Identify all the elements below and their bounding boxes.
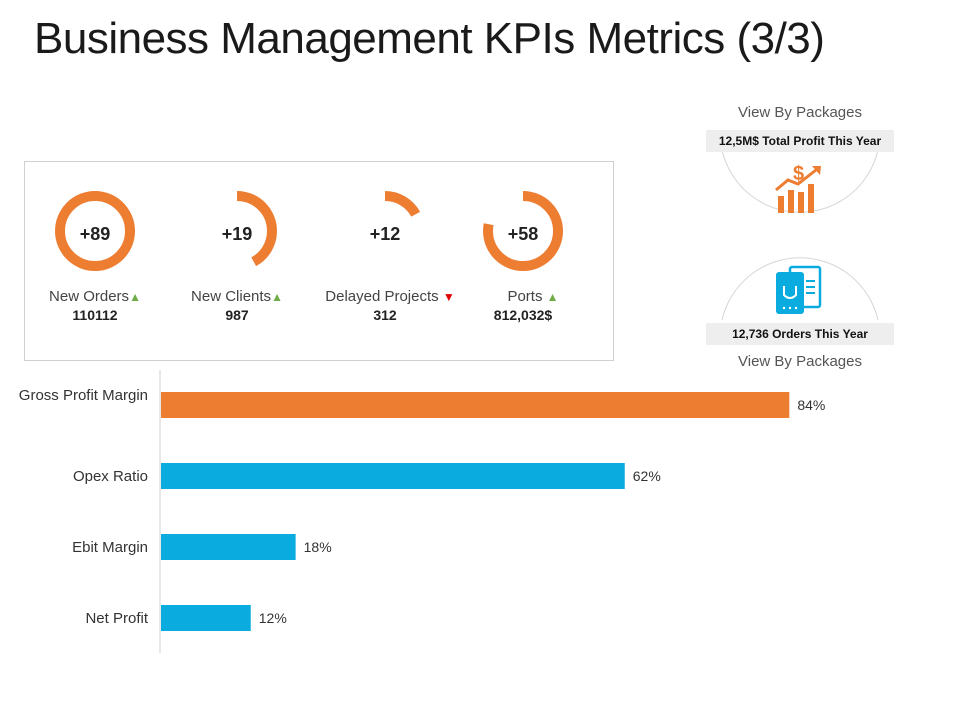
page-title: Business Management KPIs Metrics (3/3) xyxy=(34,14,825,63)
kpi-new-orders: +89 New Orders▲ 110112 xyxy=(25,186,175,336)
svg-text:$: $ xyxy=(793,163,804,185)
bar-opex-ratio xyxy=(161,463,625,489)
bar-chart: Gross Profit Margin Opex Ratio Ebit Marg… xyxy=(0,365,960,665)
view-by-packages-top: View By Packages xyxy=(738,104,862,121)
kpi-number: +58 xyxy=(507,224,539,244)
kpi-panel: +89 New Orders▲ 110112 +19 New Clients▲ … xyxy=(24,161,614,361)
kpi-ring xyxy=(197,191,277,271)
data-label: 12% xyxy=(259,610,287,626)
kpi-label: New Clients▲ xyxy=(191,288,283,305)
bar-gross-profit-margin xyxy=(161,392,790,418)
trend-up-icon: ▲ xyxy=(129,290,141,304)
kpi-value: 110112 xyxy=(72,307,118,323)
kpi-ring xyxy=(345,191,425,271)
data-label: 62% xyxy=(633,468,661,484)
kpi-number: +89 xyxy=(79,224,111,244)
kpi-ring xyxy=(483,191,563,271)
category-label: Gross Profit Margin xyxy=(18,387,148,404)
kpi-number: +12 xyxy=(369,224,401,244)
bars-svg: 84% 62% 18% 12% xyxy=(159,370,825,653)
kpi-value: 987 xyxy=(225,307,249,323)
kpi-number: +19 xyxy=(221,224,253,244)
kpi-label: Ports ▲ xyxy=(507,288,559,305)
package-circle-bottom xyxy=(721,257,879,321)
category-label: Net Profit xyxy=(85,610,148,627)
orders-banner: 12,736 Orders This Year xyxy=(706,323,894,345)
package-circles: $ xyxy=(721,149,879,321)
kpi-value: 812,032$ xyxy=(493,307,553,323)
data-label: 18% xyxy=(304,539,332,555)
trend-up-icon: ▲ xyxy=(546,290,559,304)
kpi-new-clients: +19 New Clients▲ 987 xyxy=(167,186,317,336)
total-profit-banner: 12,5M$ Total Profit This Year xyxy=(706,130,894,152)
kpi-value: 312 xyxy=(373,307,397,323)
kpi-ring xyxy=(55,191,135,271)
view-by-packages-bottom: View By Packages xyxy=(738,353,862,370)
profit-growth-icon: $ xyxy=(775,163,821,213)
category-label: Opex Ratio xyxy=(72,468,148,485)
trend-up-icon: ▲ xyxy=(271,290,283,304)
bar-ebit-margin xyxy=(161,534,296,560)
category-label: Ebit Margin xyxy=(72,539,148,556)
bar-net-profit xyxy=(161,605,251,631)
trend-down-icon: ▼ xyxy=(442,290,455,304)
orders-receipt-icon xyxy=(776,265,822,314)
kpi-ports: +58 Ports ▲ 812,032$ xyxy=(453,186,603,336)
kpi-label: New Orders▲ xyxy=(49,288,141,305)
kpi-label: Delayed Projects ▼ xyxy=(325,288,455,305)
kpi-delayed-projects: +12 Delayed Projects ▼ 312 xyxy=(315,186,465,336)
data-label: 84% xyxy=(797,397,825,413)
